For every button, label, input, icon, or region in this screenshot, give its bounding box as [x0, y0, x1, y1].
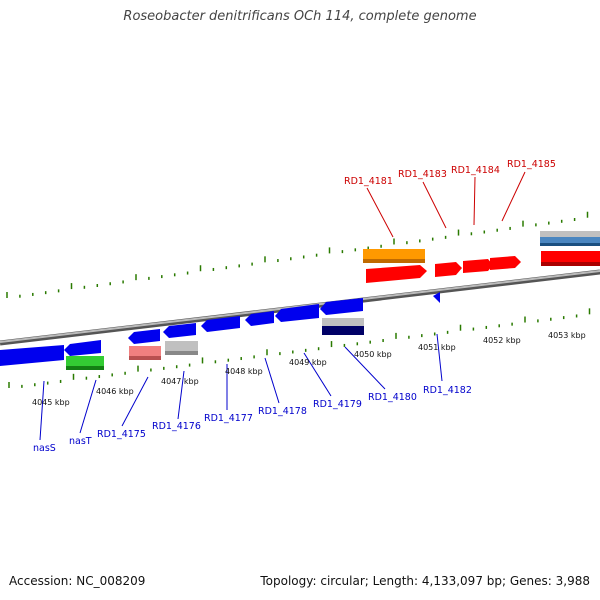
gene-rd1-4182-marker[interactable]: [433, 292, 440, 303]
lower-feature-row: [66, 318, 364, 370]
kbp-label: 4048 kbp: [225, 367, 263, 376]
label-rd1-4179[interactable]: RD1_4179: [313, 399, 362, 410]
label-rd1-4176[interactable]: RD1_4176: [152, 421, 201, 432]
gene-rd1-4180-gray[interactable]: [322, 318, 364, 326]
label-nasT[interactable]: nasT: [69, 436, 92, 447]
scale-ticks-lower: [8, 308, 591, 388]
reverse-strand-genes: [0, 292, 440, 366]
gene-rd1-4181-arrow[interactable]: [366, 265, 427, 283]
gene-rd1-4183-arrow[interactable]: [435, 262, 462, 277]
gene-rd1-4175-arrow[interactable]: [128, 329, 160, 344]
gene-rd1-4176-arrow[interactable]: [163, 323, 196, 338]
label-rd1-4178[interactable]: RD1_4178: [258, 406, 307, 417]
gene-right-steelblue[interactable]: [540, 237, 600, 243]
kbp-label: 4052 kbp: [483, 336, 521, 345]
scale-ticks-upper: [6, 211, 589, 298]
topology-summary: Topology: circular; Length: 4,133,097 bp…: [260, 574, 590, 588]
label-rd1-4175[interactable]: RD1_4175: [97, 429, 146, 440]
callout-lines: [366, 171, 526, 238]
gene-labels-bottom: nasS nasT RD1_4175 RD1_4176 RD1_4177 RD1…: [33, 385, 472, 454]
kbp-label: 4051 kbp: [418, 343, 456, 352]
gene-labels-top: RD1_4181 RD1_4183 RD1_4184 RD1_4185: [344, 159, 556, 187]
kbp-label: 4046 kbp: [96, 387, 134, 396]
gene-rd1-4177-arrow[interactable]: [201, 316, 240, 332]
gene-rd1-4184-arrow[interactable]: [463, 259, 493, 273]
gene-right-gray[interactable]: [540, 231, 600, 237]
gene-rd1-4185-arrow[interactable]: [490, 256, 521, 270]
gene-rd1-4180-navy[interactable]: [322, 326, 364, 335]
label-rd1-4180[interactable]: RD1_4180: [368, 392, 417, 403]
kbp-label: 4053 kbp: [548, 331, 586, 340]
gene-rd1-4179-arrow[interactable]: [275, 304, 319, 322]
accession-text: Accession: NC_008209: [9, 574, 146, 588]
label-rd1-4181[interactable]: RD1_4181: [344, 176, 393, 187]
label-rd1-4177[interactable]: RD1_4177: [204, 413, 253, 424]
label-rd1-4184[interactable]: RD1_4184: [451, 165, 500, 176]
gene-nasS-arrow[interactable]: [0, 345, 64, 366]
forward-strand-genes: [363, 231, 600, 283]
label-nasS[interactable]: nasS: [33, 443, 56, 454]
genome-title: Roseobacter denitrificans OCh 114, compl…: [123, 9, 477, 24]
kbp-label: 4050 kbp: [354, 350, 392, 359]
gene-nasT-arrow[interactable]: [64, 340, 101, 356]
kbp-label: 4049 kbp: [289, 358, 327, 367]
kbp-label: 4047 kbp: [161, 377, 199, 386]
callout-lines-blue: [39, 333, 443, 441]
kbp-label: 4045 kbp: [32, 398, 70, 407]
gene-rd1-4178-arrow[interactable]: [245, 311, 274, 326]
label-rd1-4183[interactable]: RD1_4183: [398, 169, 447, 180]
gene-rd1-4180-arrow[interactable]: [320, 298, 363, 315]
label-rd1-4185[interactable]: RD1_4185: [507, 159, 556, 170]
label-rd1-4182[interactable]: RD1_4182: [423, 385, 472, 396]
scale-labels: 4045 kbp 4046 kbp 4047 kbp 4048 kbp 4049…: [32, 331, 586, 407]
